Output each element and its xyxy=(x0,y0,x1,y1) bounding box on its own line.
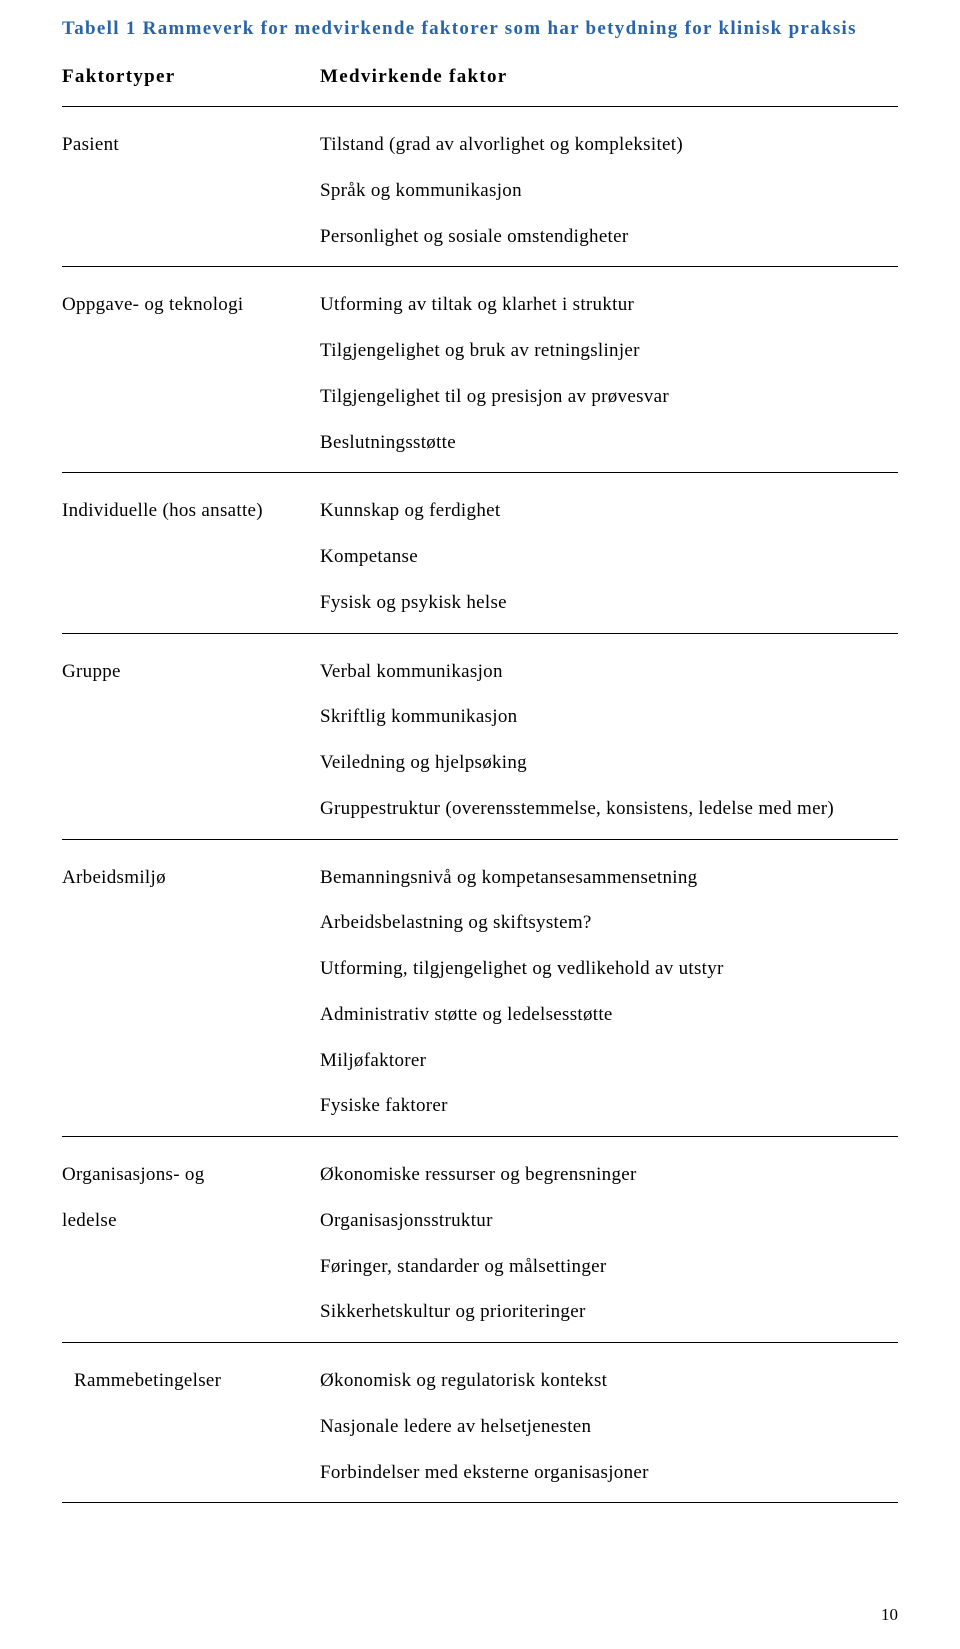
contributing-factor-cell: Økonomiske ressurser og begrensninger Org… xyxy=(320,1137,898,1343)
contributing-factor-item: Språk og kommunikasjon xyxy=(320,179,892,203)
contributing-factor-item: Kompetanse xyxy=(320,545,892,569)
table-row: Individuelle (hos ansatte)Kunnskap og fe… xyxy=(62,473,898,633)
factor-type-label: Gruppe xyxy=(62,660,314,684)
page: Tabell 1 Rammeverk for medvirkende fakto… xyxy=(0,0,960,1649)
factor-type-cell: Gruppe xyxy=(62,633,320,839)
factor-type-label: Rammebetingelser xyxy=(74,1369,314,1393)
factor-type-label: Arbeidsmiljø xyxy=(62,866,314,890)
contributing-factor-item: Beslutningsstøtte xyxy=(320,431,892,455)
factor-type-label: Oppgave- og teknologi xyxy=(62,293,314,317)
factor-type-cell: Individuelle (hos ansatte) xyxy=(62,473,320,633)
table-body: PasientTilstand (grad av alvorlighet og … xyxy=(62,107,898,1503)
factor-type-label: ledelse xyxy=(62,1209,314,1233)
contributing-factor-cell: Bemanningsnivå og kompetansesammensetnin… xyxy=(320,839,898,1137)
contributing-factor-item: Kunnskap og ferdighet xyxy=(320,499,892,523)
page-number: 10 xyxy=(881,1605,898,1625)
table-title: Tabell 1 Rammeverk for medvirkende fakto… xyxy=(62,18,898,40)
contributing-factor-cell: Tilstand (grad av alvorlighet og komplek… xyxy=(320,107,898,267)
contributing-factor-cell: Økonomisk og regulatorisk kontekst Nasjon… xyxy=(320,1343,898,1503)
contributing-factor-item: Fysiske faktorer xyxy=(320,1094,892,1118)
table-row: RammebetingelserØkonomisk og regulatoris… xyxy=(62,1343,898,1503)
contributing-factor-item: Miljøfaktorer xyxy=(320,1049,892,1073)
table-row: Organisasjons- og ledelseØkonomiske ressu… xyxy=(62,1137,898,1343)
factor-type-cell: Oppgave- og teknologi xyxy=(62,267,320,473)
factor-type-label: Individuelle (hos ansatte) xyxy=(62,499,314,523)
table-header-row: Faktortyper Medvirkende faktor xyxy=(62,66,898,107)
contributing-factor-item: Tilstand (grad av alvorlighet og komplek… xyxy=(320,133,892,157)
table-row: Oppgave- og teknologiUtforming av tiltak… xyxy=(62,267,898,473)
contributing-factor-item: Skriftlig kommunikasjon xyxy=(320,705,892,729)
factor-type-label: Organisasjons- og xyxy=(62,1163,314,1187)
contributing-factor-item: Tilgjengelighet og bruk av retningslinje… xyxy=(320,339,892,363)
contributing-factor-item: Sikkerhetskultur og prioriteringer xyxy=(320,1300,892,1324)
factor-type-cell: Organisasjons- og ledelse xyxy=(62,1137,320,1343)
contributing-factor-item: Organisasjonsstruktur xyxy=(320,1209,892,1233)
contributing-factor-item: Nasjonale ledere av helsetjenesten xyxy=(320,1415,892,1439)
table-row: GruppeVerbal kommunikasjon Skriftlig komm… xyxy=(62,633,898,839)
factor-type-cell: Arbeidsmiljø xyxy=(62,839,320,1137)
contributing-factor-item: Økonomisk og regulatorisk kontekst xyxy=(320,1369,892,1393)
contributing-factor-cell: Kunnskap og ferdighet Kompetanse Fysisk og… xyxy=(320,473,898,633)
table-row: PasientTilstand (grad av alvorlighet og … xyxy=(62,107,898,267)
factor-type-cell: Rammebetingelser xyxy=(62,1343,320,1503)
factors-table: Faktortyper Medvirkende faktor PasientTi… xyxy=(62,66,898,1503)
contributing-factor-item: Utforming, tilgjengelighet og vedlikehol… xyxy=(320,957,892,981)
contributing-factor-item: Administrativ støtte og ledelsesstøtte xyxy=(320,1003,892,1027)
contributing-factor-item: Bemanningsnivå og kompetansesammensetnin… xyxy=(320,866,892,890)
contributing-factor-item: Utforming av tiltak og klarhet i struktu… xyxy=(320,293,892,317)
contributing-factor-item: Personlighet og sosiale omstendigheter xyxy=(320,225,892,249)
contributing-factor-item: Tilgjengelighet til og presisjon av prøv… xyxy=(320,385,892,409)
contributing-factor-item: Verbal kommunikasjon xyxy=(320,660,892,684)
contributing-factor-item: Fysisk og psykisk helse xyxy=(320,591,892,615)
factor-type-cell: Pasient xyxy=(62,107,320,267)
header-faktortyper: Faktortyper xyxy=(62,66,320,107)
contributing-factor-item: Økonomiske ressurser og begrensninger xyxy=(320,1163,892,1187)
contributing-factor-cell: Utforming av tiltak og klarhet i struktu… xyxy=(320,267,898,473)
table-row: ArbeidsmiljøBemanningsnivå og kompetanse… xyxy=(62,839,898,1137)
contributing-factor-item: Føringer, standarder og målsettinger xyxy=(320,1255,892,1279)
factor-type-label: Pasient xyxy=(62,133,314,157)
contributing-factor-cell: Verbal kommunikasjon Skriftlig kommunikas… xyxy=(320,633,898,839)
contributing-factor-item: Arbeidsbelastning og skiftsystem? xyxy=(320,911,892,935)
contributing-factor-item: Veiledning og hjelpsøking xyxy=(320,751,892,775)
contributing-factor-item: Forbindelser med eksterne organisasjoner xyxy=(320,1461,892,1485)
contributing-factor-item: Gruppestruktur (overensstemmelse, konsis… xyxy=(320,797,892,821)
header-medvirkende: Medvirkende faktor xyxy=(320,66,898,107)
